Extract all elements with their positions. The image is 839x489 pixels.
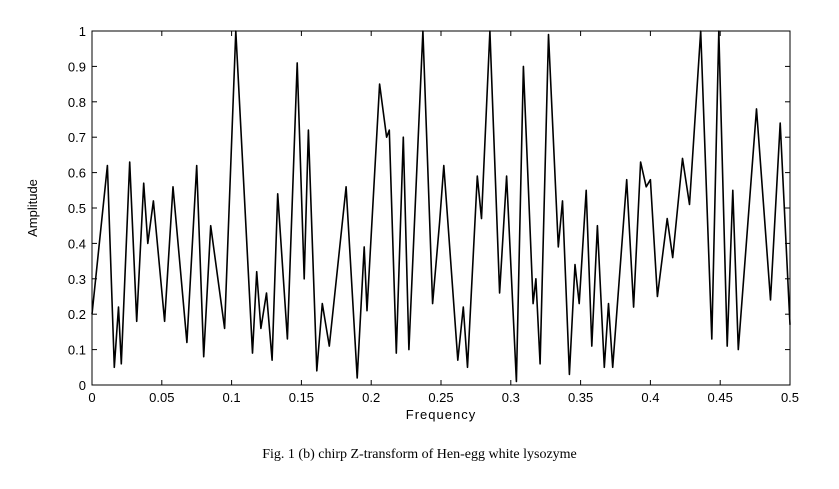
x-tick-label: 0.4 — [641, 390, 659, 405]
x-tick-label: 0.2 — [362, 390, 380, 405]
line-chart: 0 0.05 0.1 0.15 0.2 0.25 0.3 0.35 0.4 0.45 0.5 0 0.1… — [25, 24, 799, 422]
x-tick-label: 0.05 — [149, 390, 174, 405]
y-axis-label: Amplitude — [25, 179, 40, 237]
series-line — [91, 30, 791, 383]
y-tick-label: 0 — [79, 378, 86, 393]
y-tick-label: 0.2 — [68, 307, 86, 322]
y-tick-label: 0.7 — [68, 130, 86, 145]
x-tick-label: 0 — [88, 390, 95, 405]
x-tick-label: 0.25 — [428, 390, 453, 405]
x-tick-label: 0.5 — [781, 390, 799, 405]
x-tick-label: 0.1 — [223, 390, 241, 405]
y-tick-label: 1 — [79, 24, 86, 39]
y-tick-label: 0.6 — [68, 166, 86, 181]
x-tick-label: 0.35 — [568, 390, 593, 405]
y-tick-label: 0.1 — [68, 343, 86, 358]
x-tick-label: 0.3 — [502, 390, 520, 405]
x-tick-label: 0.45 — [708, 390, 733, 405]
figure-caption: Fig. 1 (b) chirp Z-transform of Hen-egg … — [262, 447, 577, 462]
x-axis-label: Frequency — [406, 407, 476, 422]
y-tick-label: 0.5 — [68, 201, 86, 216]
y-tick-label: 0.8 — [68, 95, 86, 110]
y-tick-label: 0.9 — [68, 59, 86, 74]
y-tick-label: 0.3 — [68, 272, 86, 287]
x-tick-label: 0.15 — [289, 390, 314, 405]
y-tick-label: 0.4 — [68, 236, 86, 251]
